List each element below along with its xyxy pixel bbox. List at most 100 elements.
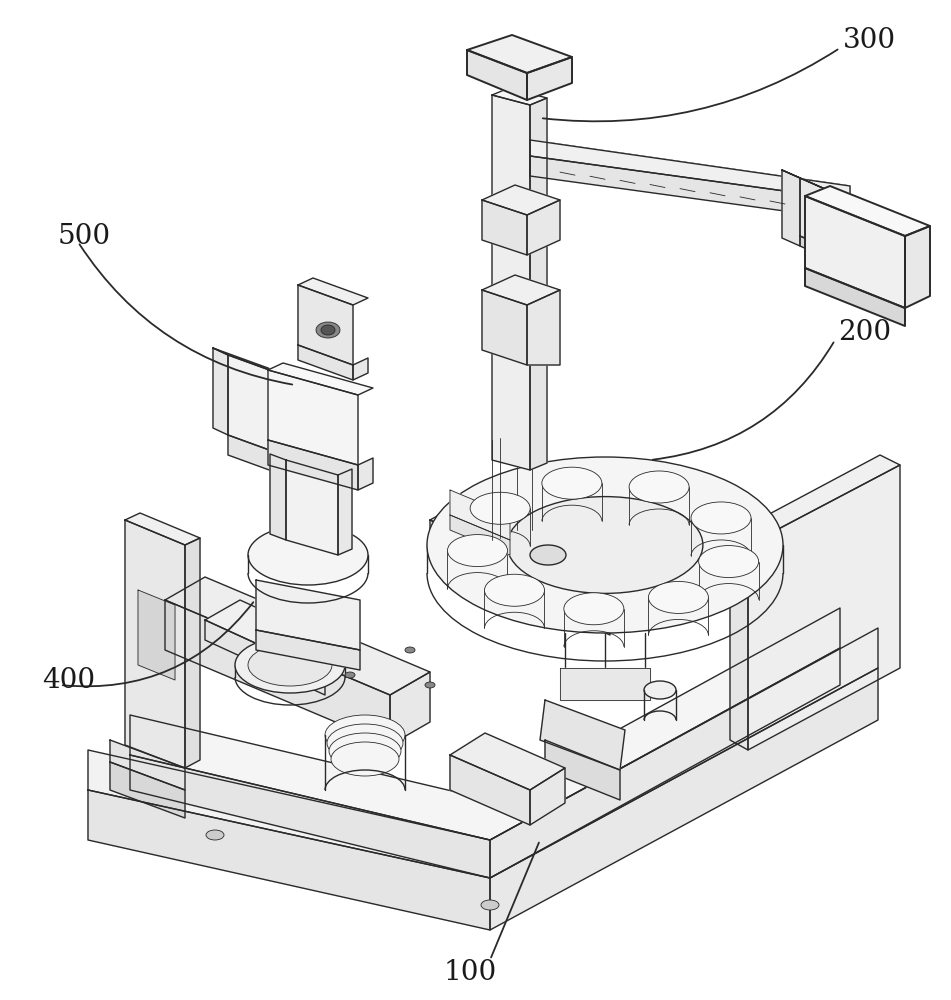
Polygon shape <box>527 57 572 100</box>
Polygon shape <box>268 440 358 490</box>
Polygon shape <box>905 226 930 308</box>
Polygon shape <box>530 156 850 220</box>
Polygon shape <box>450 490 510 540</box>
Polygon shape <box>530 768 565 825</box>
Text: 300: 300 <box>843 26 896 53</box>
Ellipse shape <box>327 724 403 762</box>
Polygon shape <box>228 355 283 455</box>
Polygon shape <box>110 762 185 818</box>
Polygon shape <box>805 186 930 236</box>
Ellipse shape <box>542 467 602 499</box>
Polygon shape <box>527 290 560 365</box>
Polygon shape <box>353 358 368 380</box>
Polygon shape <box>492 88 547 105</box>
Polygon shape <box>228 435 283 475</box>
Polygon shape <box>268 363 373 395</box>
Polygon shape <box>88 790 490 930</box>
Polygon shape <box>125 520 185 768</box>
Polygon shape <box>390 672 430 745</box>
Text: 400: 400 <box>42 666 95 694</box>
Polygon shape <box>165 600 390 745</box>
Polygon shape <box>430 495 655 600</box>
Polygon shape <box>490 668 878 930</box>
Polygon shape <box>530 140 850 200</box>
Polygon shape <box>298 345 353 380</box>
Polygon shape <box>540 700 625 770</box>
Ellipse shape <box>331 742 399 776</box>
Polygon shape <box>358 458 373 490</box>
Ellipse shape <box>345 672 355 678</box>
Ellipse shape <box>470 492 530 524</box>
Ellipse shape <box>530 545 566 565</box>
Ellipse shape <box>507 497 703 593</box>
Polygon shape <box>782 170 800 246</box>
Ellipse shape <box>206 830 224 840</box>
Polygon shape <box>527 200 560 255</box>
Polygon shape <box>805 196 905 308</box>
Polygon shape <box>268 370 358 465</box>
Ellipse shape <box>564 593 624 625</box>
Polygon shape <box>298 285 353 365</box>
Ellipse shape <box>325 715 405 755</box>
Polygon shape <box>286 460 338 555</box>
Polygon shape <box>482 290 527 365</box>
Ellipse shape <box>316 322 340 338</box>
Polygon shape <box>482 185 560 215</box>
Polygon shape <box>805 268 905 326</box>
Polygon shape <box>450 755 530 825</box>
Ellipse shape <box>630 471 689 503</box>
Ellipse shape <box>644 681 676 699</box>
Polygon shape <box>213 348 228 435</box>
Polygon shape <box>800 178 850 258</box>
Polygon shape <box>530 140 850 206</box>
Ellipse shape <box>691 502 751 534</box>
Ellipse shape <box>481 900 499 910</box>
Polygon shape <box>467 50 527 100</box>
Text: 500: 500 <box>58 223 111 249</box>
Polygon shape <box>270 454 286 540</box>
Polygon shape <box>450 515 510 555</box>
Ellipse shape <box>484 574 545 606</box>
Polygon shape <box>490 648 840 878</box>
Polygon shape <box>450 733 565 790</box>
Polygon shape <box>125 513 200 545</box>
Polygon shape <box>492 95 530 470</box>
Polygon shape <box>545 740 620 800</box>
Polygon shape <box>298 278 368 305</box>
Ellipse shape <box>649 581 708 613</box>
Ellipse shape <box>699 546 759 578</box>
Polygon shape <box>730 535 748 750</box>
Ellipse shape <box>300 635 310 641</box>
Polygon shape <box>430 520 610 635</box>
Polygon shape <box>467 35 572 73</box>
Polygon shape <box>482 200 527 255</box>
Ellipse shape <box>405 647 415 653</box>
Polygon shape <box>130 608 840 840</box>
Text: 200: 200 <box>838 318 891 346</box>
Polygon shape <box>256 580 360 650</box>
Polygon shape <box>110 740 185 790</box>
Ellipse shape <box>329 733 401 769</box>
Ellipse shape <box>425 682 435 688</box>
Ellipse shape <box>448 535 508 567</box>
Ellipse shape <box>248 644 332 686</box>
Polygon shape <box>782 170 850 200</box>
Polygon shape <box>205 620 325 695</box>
Ellipse shape <box>235 637 345 693</box>
Polygon shape <box>560 668 650 700</box>
Ellipse shape <box>321 325 335 335</box>
Polygon shape <box>730 455 900 545</box>
Polygon shape <box>205 600 360 675</box>
Polygon shape <box>88 628 878 878</box>
Polygon shape <box>138 590 175 680</box>
Polygon shape <box>338 469 352 555</box>
Polygon shape <box>256 630 360 670</box>
Polygon shape <box>800 236 850 268</box>
Polygon shape <box>165 577 430 695</box>
Polygon shape <box>185 538 200 768</box>
Ellipse shape <box>248 525 368 585</box>
Ellipse shape <box>427 457 783 633</box>
Polygon shape <box>213 348 283 375</box>
Polygon shape <box>530 98 547 470</box>
Text: 100: 100 <box>443 958 496 986</box>
